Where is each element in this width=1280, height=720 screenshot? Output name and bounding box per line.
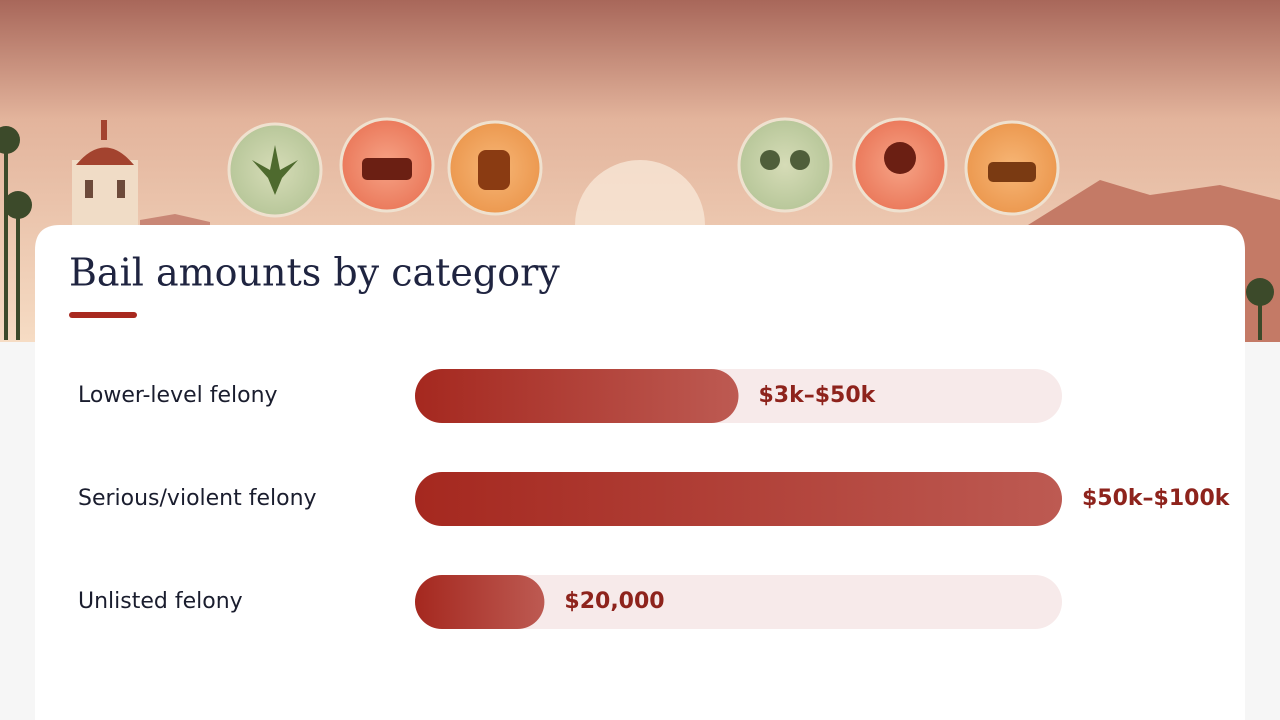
bar (415, 575, 545, 629)
bar (415, 472, 1062, 526)
bar-track (415, 575, 1062, 629)
tower (72, 120, 138, 230)
value-label: $20,000 (564, 589, 664, 614)
icon-circles (227, 117, 1060, 290)
value-label: $50k–$100k (1082, 486, 1231, 511)
category-label: Unlisted felony (78, 589, 243, 614)
bar (415, 369, 739, 423)
title-underline (69, 312, 137, 318)
chart-title: Bail amounts by category (69, 251, 560, 295)
palm-trees (0, 126, 1274, 340)
category-label: Lower-level felony (78, 383, 278, 408)
category-label: Serious/violent felony (78, 486, 317, 511)
value-label: $3k–$50k (759, 383, 877, 408)
